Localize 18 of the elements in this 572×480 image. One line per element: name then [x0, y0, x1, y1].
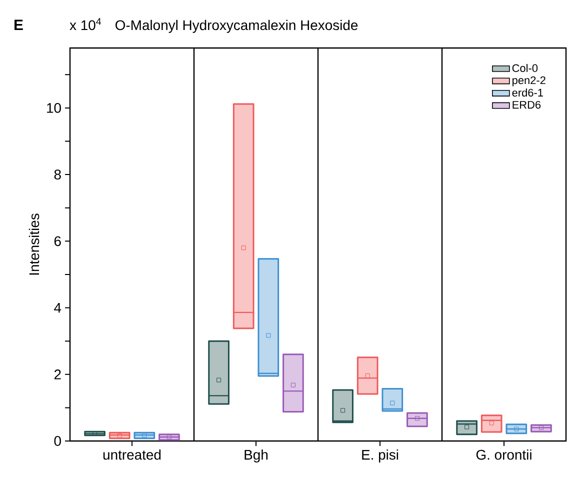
- legend-label: Col-0: [512, 64, 538, 72]
- legend-label: pen2-2: [512, 76, 546, 86]
- y-tick-label: 4: [54, 302, 62, 313]
- y-axis-title: Intensities: [28, 214, 40, 275]
- chart-title: O-Malonyl Hydroxycamalexin Hexoside: [116, 20, 358, 33]
- text: E: [14, 20, 23, 30]
- y-tick-label: 0: [54, 436, 61, 446]
- y-tick-label: 10: [47, 102, 61, 113]
- y-tick-label: 2: [54, 370, 61, 380]
- y-tick-label: 8: [54, 170, 61, 180]
- x-tick-label: E. pisi: [362, 450, 398, 462]
- legend-label: erd6-1: [512, 88, 543, 97]
- text: x 10$^{4}$: [70, 18, 102, 30]
- x-tick-label: untreated: [103, 450, 161, 460]
- y-tick-label: 6: [54, 236, 61, 246]
- x-tick-label: Bgh: [244, 450, 268, 462]
- legend-label: ERD6: [512, 100, 541, 109]
- x-tick-label: G. orontii: [476, 450, 532, 460]
